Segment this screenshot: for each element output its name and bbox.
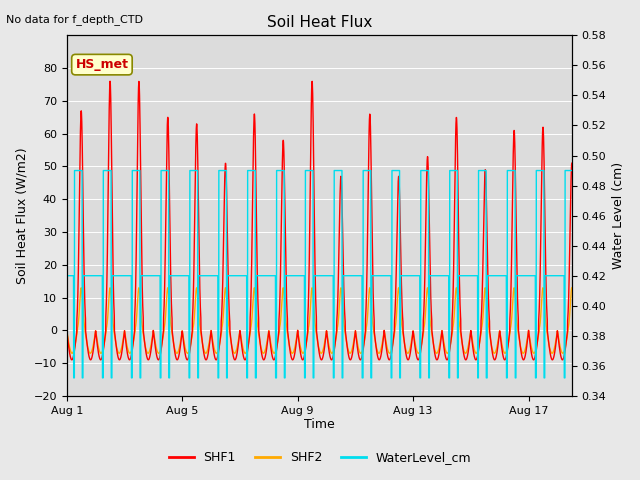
Text: No data for f_depth_CTD: No data for f_depth_CTD [6,14,143,25]
Y-axis label: Soil Heat Flux (W/m2): Soil Heat Flux (W/m2) [15,147,28,284]
Y-axis label: Water Level (cm): Water Level (cm) [612,162,625,269]
X-axis label: Time: Time [304,419,335,432]
Title: Soil Heat Flux: Soil Heat Flux [267,15,372,30]
Legend: SHF1, SHF2, WaterLevel_cm: SHF1, SHF2, WaterLevel_cm [164,446,476,469]
Text: HS_met: HS_met [76,58,129,71]
